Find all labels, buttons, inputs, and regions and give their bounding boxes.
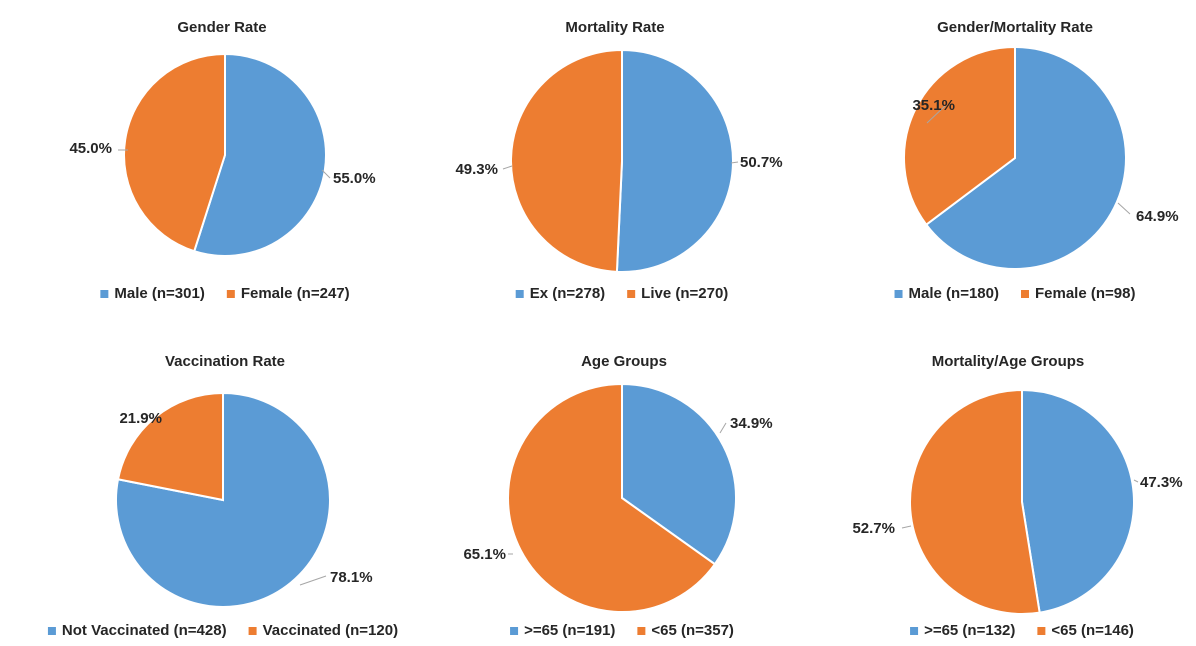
data-label: 55.0% (333, 170, 376, 187)
data-label: 50.7% (740, 154, 783, 171)
legend-swatch (1021, 290, 1029, 298)
leader-line (1133, 479, 1139, 483)
pie-chart-3: Gender/Mortality Rate 64.9% 35.1% Male (n=1… (894, 19, 1179, 302)
data-label: 52.7% (852, 520, 895, 537)
legend-swatch (515, 290, 524, 298)
leader-line (321, 169, 331, 179)
legend-entry: Male (n=301) (114, 285, 204, 302)
pie-chart-1: Gender Rate 55.0% 45.0% Male (n=301) Female … (69, 19, 375, 302)
data-label: 47.3% (1140, 474, 1183, 491)
pie-slice (123, 52, 226, 253)
leader-line (730, 161, 739, 164)
data-label: 35.1% (912, 97, 955, 114)
legend-entry: Live (n=270) (641, 285, 728, 302)
chart-title: Gender/Mortality Rate (937, 19, 1093, 36)
pie-slice (510, 48, 623, 273)
data-label: 78.1% (330, 569, 373, 586)
chart-title: Mortality Rate (565, 19, 664, 36)
pie-chart-5: Age Groups 34.9% 65.1% >=65 (n=191) <65 (n=3… (463, 353, 772, 639)
leader-line (901, 525, 912, 529)
legend-entry: Ex (n=278) (530, 285, 605, 302)
legend-entry: <65 (n=357) (651, 622, 734, 639)
legend-swatch (226, 290, 235, 298)
legend-swatch (910, 627, 919, 635)
pie-slice (903, 45, 1016, 227)
legend: Not Vaccinated (n=428) Vaccinated (n=120) (47, 622, 398, 639)
pie-slice (507, 382, 717, 613)
data-label: 64.9% (1136, 208, 1179, 225)
legend-swatch (637, 627, 646, 635)
pie-slice (116, 391, 224, 502)
legend-entry: Female (n=247) (241, 285, 350, 302)
legend: >=65 (n=132) <65 (n=146) (910, 622, 1134, 639)
pie-slice (1021, 388, 1136, 614)
pie-slice (192, 52, 327, 257)
pie-slice (621, 382, 737, 566)
chart-title: Mortality/Age Groups (932, 353, 1085, 370)
data-label: 21.9% (119, 410, 162, 427)
chart-title: Vaccination Rate (165, 353, 285, 370)
pie-slice (615, 48, 734, 273)
legend-entry: >=65 (n=132) (924, 622, 1015, 639)
legend-swatch (894, 290, 903, 298)
leader-line (1117, 202, 1131, 215)
pie-slice (909, 388, 1041, 615)
legend-swatch (510, 627, 519, 635)
legend-entry: Male (n=180) (909, 285, 999, 302)
legend-swatch (627, 290, 636, 298)
legend-swatch (248, 627, 257, 635)
leader-line (719, 422, 727, 434)
pie-slice (924, 45, 1127, 270)
legend-entry: <65 (n=146) (1051, 622, 1134, 639)
legend-entry: Female (n=98) (1035, 285, 1135, 302)
data-label: 45.0% (69, 140, 112, 157)
data-label: 65.1% (463, 546, 506, 563)
legend-swatch (100, 290, 109, 298)
legend-swatch (1037, 627, 1046, 635)
data-label: 34.9% (730, 415, 773, 432)
pie-chart-6: Mortality/Age Groups 47.3% 52.7% >=65 (n=13… (852, 353, 1182, 639)
legend: Ex (n=278) Live (n=270) (515, 285, 728, 302)
leader-line (926, 105, 946, 124)
chart-title: Gender Rate (177, 19, 266, 36)
chart-title: Age Groups (581, 353, 667, 370)
leader-line (502, 165, 513, 170)
pie-chart-2: Mortality Rate 50.7% 49.3% Ex (n=278) Live (… (455, 19, 782, 302)
legend-entry: >=65 (n=191) (524, 622, 615, 639)
legend: >=65 (n=191) <65 (n=357) (510, 622, 734, 639)
legend-swatch (47, 627, 56, 635)
legend: Male (n=180) Female (n=98) (894, 285, 1135, 302)
legend-entry: Not Vaccinated (n=428) (62, 622, 227, 639)
data-label: 49.3% (455, 161, 498, 178)
legend: Male (n=301) Female (n=247) (100, 285, 350, 302)
leader-line (299, 575, 327, 586)
legend-entry: Vaccinated (n=120) (263, 622, 398, 639)
leader-line (145, 413, 153, 419)
pie-chart-4: Vaccination Rate 78.1% 21.9% Not Vaccinated… (47, 353, 398, 639)
